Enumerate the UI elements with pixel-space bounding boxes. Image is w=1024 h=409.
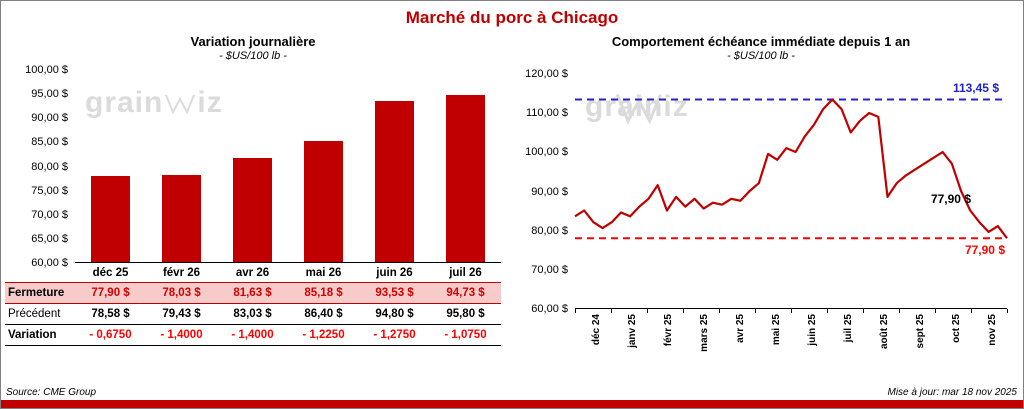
table-value: 94,80 $ — [359, 304, 430, 325]
line-chart-title: Comportement échéance immédiate depuis 1… — [611, 34, 911, 49]
table-value: 93,53 $ — [359, 282, 430, 304]
table-value: - 0,6750 — [75, 325, 146, 346]
column-header: mai 26 — [305, 267, 342, 279]
y-tick-label: 120,00 $ — [525, 68, 568, 80]
min-price-label: 77,90 $ — [964, 243, 1005, 258]
x-tick — [935, 309, 936, 313]
table-value: 83,03 $ — [217, 304, 288, 325]
footer: Source: CME Group Mise à jour: mar 18 no… — [6, 387, 1017, 398]
bar-y-axis: 100,00 $ 95,00 $ 90,00 $ 85,00 $ 80,00 $ 75,0… — [5, 64, 75, 269]
bar — [232, 158, 273, 262]
x-tick — [718, 309, 720, 313]
table-value: - 1,2750 — [359, 325, 430, 346]
table-value: 94,73 $ — [430, 282, 501, 304]
y-tick-label: 80,00 $ — [531, 224, 568, 237]
y-tick-label: 75,00 $ — [31, 184, 68, 197]
max-price-label: 113,45 $ — [952, 80, 999, 95]
y-tick-label: 110,00 $ — [525, 107, 568, 120]
bar-chart-panel: Variation journalière - $US/100 lb - 100… — [1, 34, 505, 367]
table-value: - 1,0750 — [430, 325, 501, 346]
bar-chart-subtitle: - $US/100 lb - — [219, 50, 287, 62]
table-value: 81,63 $ — [217, 282, 288, 304]
x-tick — [575, 309, 576, 313]
column-header: déc 25 — [92, 267, 129, 279]
row-label-fermeture: Fermeture — [5, 282, 75, 304]
column-header: juil 26 — [449, 267, 482, 279]
table-value: - 1,4000 — [146, 325, 217, 346]
bar — [161, 175, 202, 262]
x-tick — [862, 309, 864, 313]
y-tick-label: 85,00 $ — [31, 136, 68, 149]
bar-chart: 100,00 $ 95,00 $ 90,00 $ 85,00 $ 80,00 $ 75,0… — [5, 64, 501, 269]
line-chart-panel: Comportement échéance immédiate depuis 1… — [505, 34, 1021, 367]
bar-plot-area: grain iz — [75, 70, 501, 263]
bar — [374, 101, 415, 262]
column-header: juin 26 — [376, 267, 413, 279]
x-tick — [610, 309, 612, 313]
y-tick-label: 90,00 $ — [31, 112, 68, 125]
y-tick-label: 60,00 $ — [31, 257, 68, 269]
last-price-label: 77,90 $ — [930, 192, 971, 207]
x-tick — [755, 309, 756, 313]
x-tick — [827, 309, 828, 313]
bar — [445, 95, 486, 262]
row-label-variation: Variation — [5, 325, 75, 346]
line-chart: 120,00 $ 110,00 $ 100,00 $ 90,00 $ 80,00 $ 70… — [505, 68, 1017, 315]
table-value: - 1,2250 — [288, 325, 359, 346]
x-tick — [791, 309, 792, 313]
x-tick — [971, 309, 972, 313]
y-tick-label: 95,00 $ — [31, 88, 68, 101]
bottom-accent-bar — [1, 400, 1023, 408]
y-tick-label: 80,00 $ — [31, 160, 68, 173]
y-tick-label: 70,00 $ — [31, 208, 68, 221]
values-table: déc 25 févr 26 avr 26 mai 26 juin 26 juil 26 F… — [5, 263, 501, 346]
table-value: 77,90 $ — [75, 282, 146, 304]
table-value: 78,58 $ — [75, 304, 146, 325]
price-line-svg — [575, 74, 1007, 308]
bar — [90, 176, 131, 262]
y-tick-label: 90,00 $ — [531, 185, 568, 198]
column-header: avr 26 — [235, 267, 270, 279]
table-value: 85,18 $ — [288, 282, 359, 304]
grainwiz-watermark: grain iz — [85, 86, 223, 120]
x-tick — [646, 309, 648, 313]
page-title: Marché du porc à Chicago — [405, 8, 619, 27]
line-plot-area: grain iz 113,45 $ 77,90 $ 77,90 $ — [575, 74, 1007, 309]
line-chart-subtitle: - $US/100 lb - — [727, 50, 795, 62]
y-tick-label: 65,00 $ — [31, 232, 68, 245]
watermark-text: iz — [197, 86, 223, 119]
table-value: 86,40 $ — [288, 304, 359, 325]
x-tick — [899, 309, 900, 313]
y-tick-label: 70,00 $ — [531, 263, 568, 276]
source-note: Source: CME Group — [6, 387, 97, 398]
table-value: 95,80 $ — [430, 304, 501, 325]
table-value: 79,43 $ — [146, 304, 217, 325]
bar — [303, 141, 344, 262]
column-header: févr 26 — [162, 267, 201, 279]
bar-chart-title: Variation journalière — [190, 34, 316, 49]
table-value: - 1,4000 — [217, 325, 288, 346]
table-value: 78,03 $ — [146, 282, 217, 304]
row-label-precedent: Précédent — [5, 304, 75, 325]
y-tick-label: 60,00 $ — [531, 303, 568, 315]
y-tick-label: 100,00 $ — [525, 146, 568, 159]
line-y-axis: 120,00 $ 110,00 $ 100,00 $ 90,00 $ 80,00 $ 70… — [505, 68, 575, 315]
x-tick — [683, 309, 684, 313]
updated-note: Mise à jour: mar 18 nov 2025 — [887, 387, 1017, 398]
watermark-text: grain — [85, 86, 164, 119]
y-tick-label: 100,00 $ — [25, 64, 68, 76]
panels: Variation journalière - $US/100 lb - 100… — [1, 34, 1023, 367]
watermark-w-icon — [165, 94, 196, 114]
line-x-axis: déc 24 janv 25 févr 25 mars 25 avr 25 mai 25 j… — [575, 309, 1008, 367]
x-tick — [1007, 309, 1008, 313]
